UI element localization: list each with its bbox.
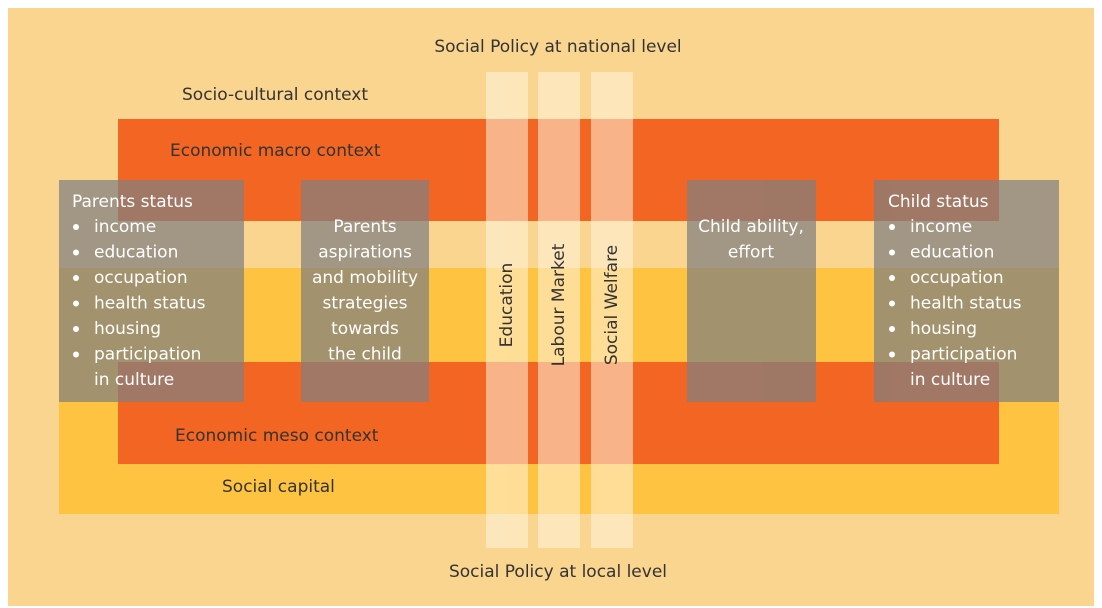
box-line: Child ability, — [698, 217, 804, 237]
policy-strip — [486, 72, 528, 548]
list-item: housing — [910, 319, 977, 339]
context-label: Socio-cultural context — [182, 85, 368, 105]
policy-label: Social Welfare — [602, 245, 622, 365]
box-title: Child status — [888, 192, 989, 212]
list-item: income — [910, 217, 972, 237]
bullet — [889, 326, 895, 332]
list-item: in culture — [94, 370, 174, 390]
bullet — [73, 249, 79, 256]
child-status-box — [874, 180, 1059, 402]
policy-label: Labour Market — [549, 243, 569, 366]
list-item: participation — [94, 345, 201, 365]
list-item: occupation — [94, 268, 188, 288]
parents-aspirations-box — [301, 180, 429, 402]
box-line: Parents — [333, 217, 396, 237]
box-line: towards — [331, 319, 399, 339]
bullet — [73, 351, 79, 358]
box-line: aspirations — [318, 243, 412, 263]
list-item: education — [94, 243, 178, 263]
box-line: and mobility — [312, 268, 418, 288]
list-item: income — [94, 217, 156, 237]
list-item: in culture — [910, 370, 990, 390]
policy-label: Education — [497, 263, 517, 348]
list-item: occupation — [910, 268, 1004, 288]
bullet — [73, 326, 79, 332]
bullet — [889, 249, 895, 256]
bullet — [73, 275, 79, 281]
title-bottom: Social Policy at local level — [449, 562, 667, 582]
box-line: strategies — [323, 294, 408, 314]
box-line: the child — [328, 345, 402, 365]
list-item: health status — [910, 294, 1022, 314]
bullet — [889, 224, 895, 230]
context-label: Economic macro context — [170, 141, 381, 161]
bullet — [889, 275, 895, 281]
box-title: Parents status — [72, 192, 193, 212]
box-line: effort — [728, 243, 775, 263]
bullet — [889, 351, 895, 358]
list-item: health status — [94, 294, 206, 314]
parents-status-box — [59, 180, 244, 402]
bullet — [73, 300, 79, 307]
bullet — [889, 300, 895, 307]
child-ability-box — [687, 180, 816, 402]
list-item: housing — [94, 319, 161, 339]
list-item: education — [910, 243, 994, 263]
policy-strip — [591, 72, 633, 548]
context-label: Social capital — [222, 477, 335, 497]
list-item: participation — [910, 345, 1017, 365]
policy-strip — [538, 72, 580, 548]
context-label: Economic meso context — [175, 426, 379, 446]
bullet — [73, 224, 79, 230]
title-top: Social Policy at national level — [434, 37, 681, 57]
